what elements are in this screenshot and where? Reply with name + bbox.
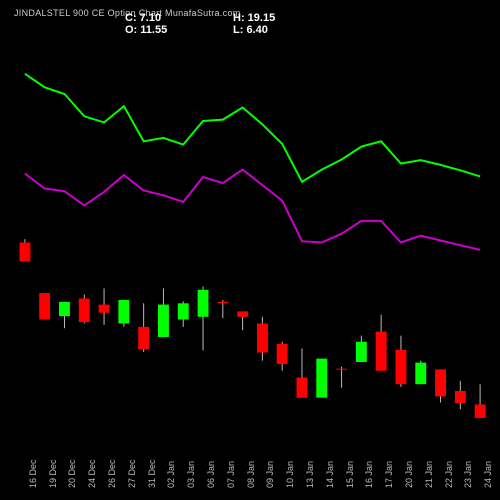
candle-body — [336, 369, 347, 370]
x-tick-label: 31 Dec — [147, 459, 157, 488]
candle-body — [376, 332, 387, 371]
candle-body — [455, 391, 466, 403]
candle-body — [277, 344, 288, 364]
candle-body — [435, 369, 446, 396]
candle-body — [217, 302, 228, 303]
x-tick-label: 07 Jan — [226, 461, 236, 488]
x-tick-label: 08 Jan — [246, 461, 256, 488]
x-tick-label: 24 Dec — [87, 459, 97, 488]
candle-body — [59, 302, 70, 316]
candle-body — [237, 311, 248, 316]
candle-body — [99, 305, 110, 313]
x-tick-label: 16 Dec — [28, 459, 38, 488]
x-tick-label: 02 Jan — [166, 461, 176, 488]
candle-body — [475, 405, 486, 419]
candle-body — [39, 293, 50, 319]
x-tick-label: 21 Jan — [424, 461, 434, 488]
x-tick-label: 20 Dec — [67, 459, 77, 488]
candle-body — [158, 305, 169, 337]
x-axis: 16 Dec 19 Dec 20 Dec 24 Dec 26 Dec 27 Dec 31 D… — [0, 445, 500, 500]
x-tick-label: 13 Jan — [305, 461, 315, 488]
chart-container: JINDALSTEL 900 CE Option Chart MunafaSut… — [0, 0, 500, 500]
candle-body — [415, 363, 426, 385]
candle-body — [297, 378, 308, 398]
x-tick-label: 17 Jan — [384, 461, 394, 488]
x-tick-label: 24 Jan — [483, 461, 493, 488]
x-tick-label: 16 Jan — [364, 461, 374, 488]
x-tick-label: 10 Jan — [285, 461, 295, 488]
x-tick-label: 06 Jan — [206, 461, 216, 488]
x-tick-label: 19 Dec — [48, 459, 58, 488]
indicator-line — [25, 170, 480, 250]
candle-body — [118, 300, 129, 324]
chart-svg — [0, 0, 500, 500]
candle-body — [316, 359, 327, 398]
candle-body — [356, 342, 367, 362]
candle-body — [20, 243, 31, 262]
candle-body — [257, 324, 268, 353]
candle-body — [198, 290, 209, 317]
indicator-line — [25, 74, 480, 182]
x-tick-label: 27 Dec — [127, 459, 137, 488]
x-tick-label: 26 Dec — [107, 459, 117, 488]
x-tick-label: 20 Jan — [404, 461, 414, 488]
x-tick-label: 23 Jan — [463, 461, 473, 488]
x-tick-label: 15 Jan — [345, 461, 355, 488]
x-tick-label: 09 Jan — [265, 461, 275, 488]
candle-body — [138, 327, 149, 349]
x-tick-label: 22 Jan — [444, 461, 454, 488]
x-tick-label: 03 Jan — [186, 461, 196, 488]
candle-body — [396, 350, 407, 384]
candle-body — [178, 303, 189, 319]
x-tick-label: 14 Jan — [325, 461, 335, 488]
candle-body — [79, 299, 90, 323]
